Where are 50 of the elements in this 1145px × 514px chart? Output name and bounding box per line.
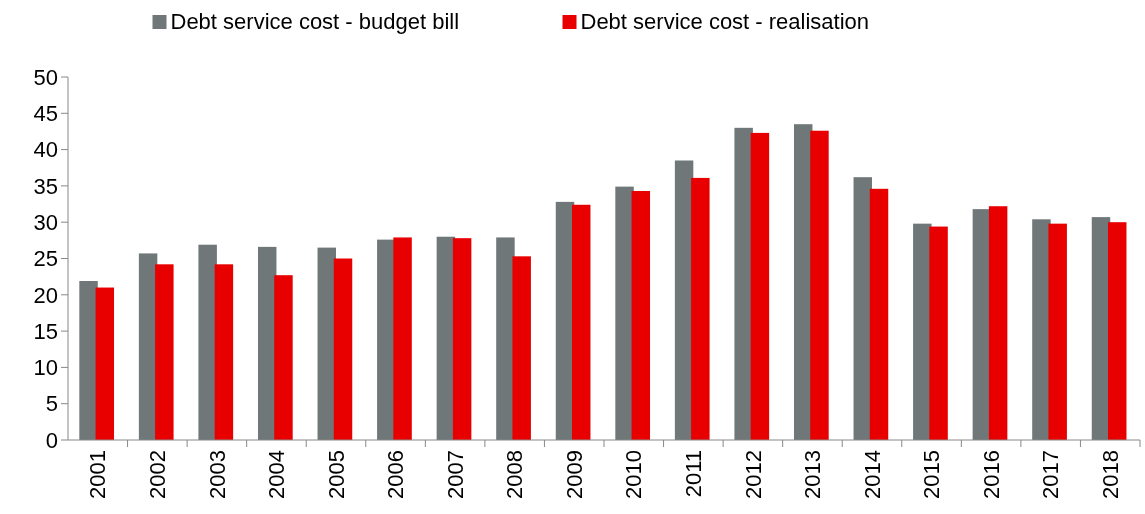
bar bbox=[452, 238, 472, 440]
bar bbox=[333, 258, 353, 440]
x-tick-label: 2017 bbox=[1038, 450, 1064, 499]
legend-label: Debt service cost - realisation bbox=[580, 9, 870, 34]
y-tick-label: 35 bbox=[33, 173, 58, 199]
y-tick-label: 10 bbox=[33, 355, 58, 381]
bar bbox=[1048, 223, 1067, 440]
y-tick-label: 40 bbox=[33, 137, 58, 163]
x-tick-label: 2009 bbox=[561, 450, 587, 499]
x-tick-label: 2007 bbox=[442, 450, 468, 499]
bar bbox=[572, 204, 591, 440]
legend-label: Debt service cost - budget bill bbox=[170, 9, 460, 34]
bar bbox=[631, 190, 651, 440]
bar bbox=[810, 130, 829, 440]
x-tick-label: 2002 bbox=[145, 450, 171, 499]
bar bbox=[929, 226, 948, 440]
x-tick-label: 2006 bbox=[383, 450, 409, 499]
y-tick-label: 15 bbox=[33, 318, 58, 344]
bar bbox=[512, 256, 531, 440]
x-tick-label: 2008 bbox=[502, 450, 528, 499]
bar bbox=[274, 275, 293, 440]
x-tick-label: 2010 bbox=[621, 450, 647, 499]
x-tick-label: 2018 bbox=[1097, 450, 1123, 499]
x-tick-label: 2015 bbox=[919, 450, 945, 499]
y-tick-label: 20 bbox=[33, 282, 58, 308]
bar bbox=[988, 206, 1008, 440]
y-tick-label: 45 bbox=[33, 101, 58, 126]
bar bbox=[198, 244, 217, 440]
x-tick-label: 2001 bbox=[85, 450, 111, 499]
bar bbox=[1108, 222, 1127, 440]
bar bbox=[750, 132, 770, 440]
bar bbox=[214, 264, 234, 440]
y-tick-label: 50 bbox=[33, 64, 58, 90]
y-tick-label: 5 bbox=[45, 391, 58, 417]
bar bbox=[691, 177, 710, 440]
y-tick-label: 30 bbox=[33, 209, 58, 235]
bar bbox=[95, 287, 115, 440]
x-tick-label: 2014 bbox=[859, 450, 885, 499]
y-tick-label: 0 bbox=[45, 427, 58, 453]
x-tick-label: 2004 bbox=[264, 450, 290, 499]
x-tick-label: 2013 bbox=[800, 450, 826, 499]
x-tick-label: 2012 bbox=[740, 450, 766, 499]
bar bbox=[869, 188, 889, 440]
y-tick-label: 25 bbox=[33, 246, 58, 272]
x-tick-label: 2003 bbox=[204, 450, 230, 499]
x-tick-label: 2005 bbox=[323, 450, 349, 499]
bar bbox=[393, 237, 412, 440]
bar bbox=[155, 264, 174, 440]
x-tick-label: 2011 bbox=[681, 450, 707, 498]
x-tick-label: 2016 bbox=[978, 450, 1004, 499]
